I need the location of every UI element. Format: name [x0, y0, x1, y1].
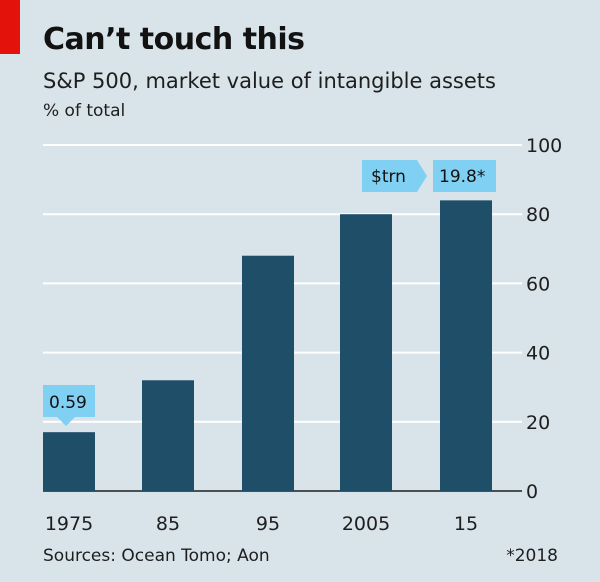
y-tick-label: 60 — [526, 273, 550, 295]
chart-unit-label: % of total — [43, 101, 126, 121]
chart-title: Can’t touch this — [43, 22, 305, 57]
brand-accent-bar — [0, 0, 20, 54]
y-tick-label: 100 — [526, 135, 562, 157]
footnote: *2018 — [506, 546, 558, 566]
value-label-box — [433, 160, 496, 192]
bar — [242, 255, 294, 491]
chart-subtitle: S&P 500, market value of intangible asse… — [43, 69, 496, 93]
x-tick-label: 1975 — [45, 513, 93, 535]
y-tick-label: 20 — [526, 412, 550, 434]
bar — [440, 200, 492, 492]
bar — [340, 214, 392, 491]
value-label-box — [43, 385, 95, 417]
unit-label: $trn — [371, 167, 406, 187]
value-label-pointer — [57, 417, 75, 426]
source-note: Sources: Ocean Tomo; Aon — [43, 546, 270, 566]
unit-label-arrow — [362, 160, 427, 192]
y-tick-label: 0 — [526, 481, 538, 503]
x-tick-label: 15 — [454, 513, 478, 535]
y-tick-label: 80 — [526, 204, 550, 226]
x-tick-label: 2005 — [342, 513, 390, 535]
value-label: 19.8* — [439, 167, 485, 187]
y-tick-label: 40 — [526, 343, 550, 365]
value-label: 0.59 — [49, 393, 87, 413]
bar — [43, 432, 95, 491]
x-tick-label: 95 — [256, 513, 280, 535]
bar — [142, 380, 194, 491]
x-tick-label: 85 — [156, 513, 180, 535]
